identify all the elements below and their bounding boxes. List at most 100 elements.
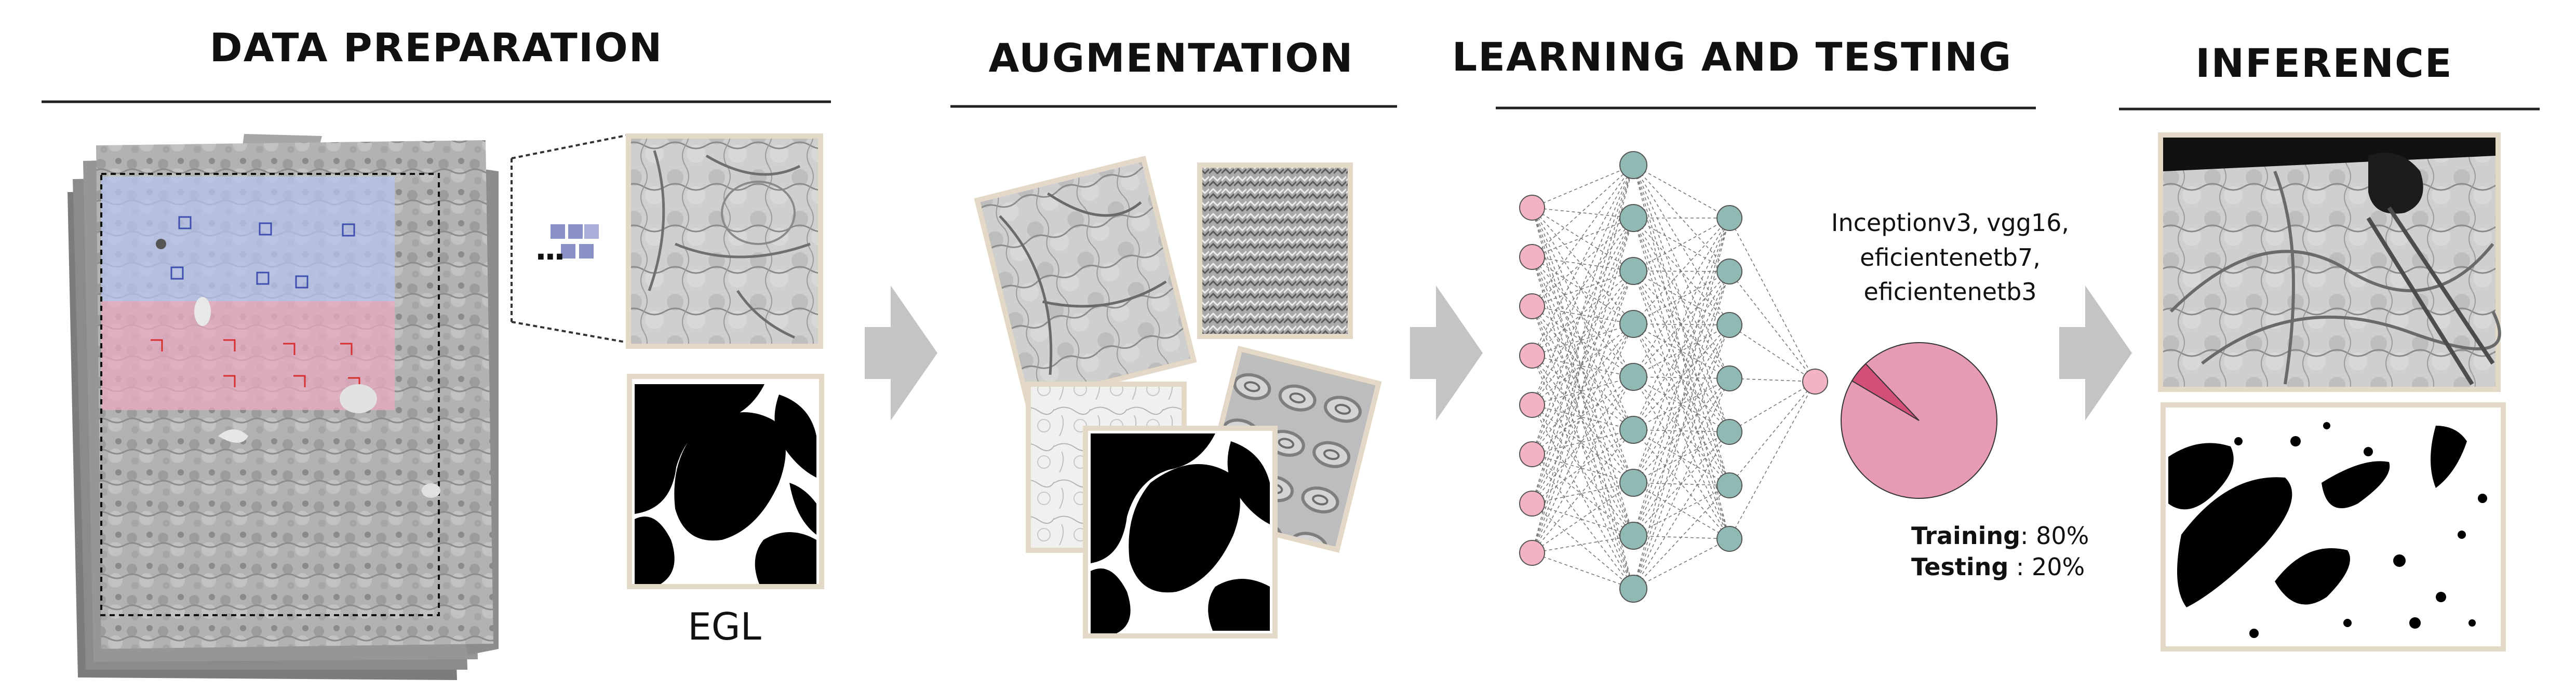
nn-connection bbox=[1633, 165, 1730, 219]
nn-connection bbox=[1532, 323, 1634, 356]
arrow-3 bbox=[2059, 286, 2132, 420]
nn-connection bbox=[1633, 218, 1730, 432]
nn-node-layer-1 bbox=[1519, 540, 1545, 566]
nn-connection bbox=[1532, 306, 1634, 324]
nn-connection bbox=[1532, 404, 1634, 536]
nn-connection bbox=[1532, 503, 1634, 589]
nn-connection bbox=[1729, 324, 1816, 382]
model-list: Inceptionv3, vgg16, eficientenetb7, efic… bbox=[1831, 209, 2069, 306]
nn-connection bbox=[1532, 165, 1634, 504]
nn-node-layer-3 bbox=[1716, 259, 1742, 284]
nn-connection bbox=[1633, 218, 1730, 539]
nn-connection bbox=[1633, 271, 1730, 324]
nn-node-layer-1 bbox=[1519, 491, 1545, 517]
training-value: : 80% bbox=[2020, 522, 2089, 550]
nn-connection bbox=[1532, 256, 1634, 589]
nn-connection bbox=[1532, 306, 1634, 536]
em-patch-image bbox=[626, 133, 823, 349]
nn-node-layer-3 bbox=[1716, 526, 1742, 552]
nn-connection bbox=[1633, 376, 1730, 486]
split-labels: Training: 80% Testing : 20% bbox=[1911, 522, 2089, 581]
split-pie-chart bbox=[1841, 342, 1997, 499]
nn-connection bbox=[1633, 485, 1730, 589]
nn-connection bbox=[1532, 323, 1634, 553]
nn-connection bbox=[1532, 429, 1634, 553]
nn-connection bbox=[1633, 165, 1730, 379]
nn-connection bbox=[1633, 271, 1730, 589]
nn-node-layer-4 bbox=[1802, 369, 1828, 395]
svg-text:.: . bbox=[535, 231, 547, 267]
nn-connection bbox=[1532, 552, 1634, 589]
nn-connection bbox=[1729, 381, 1816, 539]
nn-connection bbox=[1532, 355, 1634, 589]
nn-connection bbox=[1532, 218, 1634, 553]
nn-connection bbox=[1633, 218, 1730, 430]
nn-connection bbox=[1633, 429, 1730, 539]
egl-mask-image bbox=[627, 374, 824, 589]
nn-node-layer-1 bbox=[1519, 195, 1545, 221]
nn-connection bbox=[1633, 165, 1730, 432]
nn-connection bbox=[1532, 454, 1634, 483]
augmented-mask bbox=[1083, 426, 1278, 639]
nn-node-layer-2 bbox=[1619, 151, 1647, 179]
nn-connection bbox=[1532, 218, 1634, 257]
patch-grid-icon: . . . bbox=[535, 224, 599, 267]
nn-connection bbox=[1532, 256, 1634, 430]
nn-connection bbox=[1532, 165, 1634, 208]
nn-connection bbox=[1729, 271, 1816, 382]
nn-connection bbox=[1532, 207, 1634, 483]
nn-connection bbox=[1532, 376, 1634, 504]
nn-node-layer-3 bbox=[1716, 205, 1742, 231]
nn-connection bbox=[1532, 270, 1634, 307]
model-line-3: eficientenetb3 bbox=[1863, 278, 2036, 306]
svg-text:Testing : 20%: Testing : 20% bbox=[1911, 553, 2085, 581]
nn-node-layer-3 bbox=[1716, 472, 1742, 498]
nn-node-layer-2 bbox=[1619, 204, 1647, 232]
egl-label: EGL bbox=[688, 605, 761, 648]
stage-title-inference: INFERENCE bbox=[2119, 40, 2540, 111]
nn-connection bbox=[1633, 218, 1730, 325]
nn-connection bbox=[1532, 404, 1634, 430]
nn-connection bbox=[1532, 270, 1634, 455]
nn-node-layer-2 bbox=[1619, 469, 1647, 497]
nn-connection bbox=[1633, 376, 1730, 432]
nn-connection bbox=[1633, 165, 1730, 486]
nn-node-layer-2 bbox=[1619, 575, 1647, 603]
nn-node-layer-3 bbox=[1716, 419, 1742, 445]
nn-connection bbox=[1532, 165, 1634, 553]
nn-connection bbox=[1633, 324, 1730, 589]
augmented-image-rotated bbox=[974, 155, 1197, 405]
nn-connection bbox=[1532, 207, 1634, 589]
nn-connection bbox=[1532, 355, 1634, 377]
nn-connection bbox=[1532, 503, 1634, 536]
nn-connection bbox=[1633, 218, 1730, 589]
nn-connection bbox=[1633, 271, 1730, 430]
stage-title-data-preparation: DATA PREPARATION bbox=[42, 24, 831, 103]
nn-connection bbox=[1532, 404, 1634, 589]
svg-text:INFERENCE: INFERENCE bbox=[2195, 40, 2452, 86]
nn-connection bbox=[1532, 165, 1634, 307]
nn-connection bbox=[1532, 207, 1634, 272]
nn-connection bbox=[1532, 207, 1634, 536]
nn-connection bbox=[1532, 306, 1634, 589]
nn-connection bbox=[1532, 218, 1634, 455]
nn-connection bbox=[1532, 218, 1634, 405]
nn-connection bbox=[1532, 323, 1634, 405]
nn-connection bbox=[1532, 218, 1634, 356]
nn-connection bbox=[1532, 256, 1634, 536]
svg-text:DATA PREPARATION: DATA PREPARATION bbox=[210, 24, 663, 71]
training-label: Training bbox=[1911, 522, 2020, 550]
nn-connection bbox=[1633, 218, 1730, 377]
nn-connection bbox=[1532, 376, 1634, 405]
nn-connection bbox=[1532, 482, 1634, 504]
nn-node-layer-1 bbox=[1519, 244, 1545, 270]
nn-connection bbox=[1729, 378, 1816, 382]
nn-connection bbox=[1633, 324, 1730, 377]
augmented-image-embossed bbox=[1197, 162, 1353, 339]
nn-connection bbox=[1532, 376, 1634, 455]
nn-connection bbox=[1532, 429, 1634, 455]
nn-connection bbox=[1633, 323, 1730, 432]
nn-connection bbox=[1532, 270, 1634, 504]
nn-connection bbox=[1532, 454, 1634, 589]
